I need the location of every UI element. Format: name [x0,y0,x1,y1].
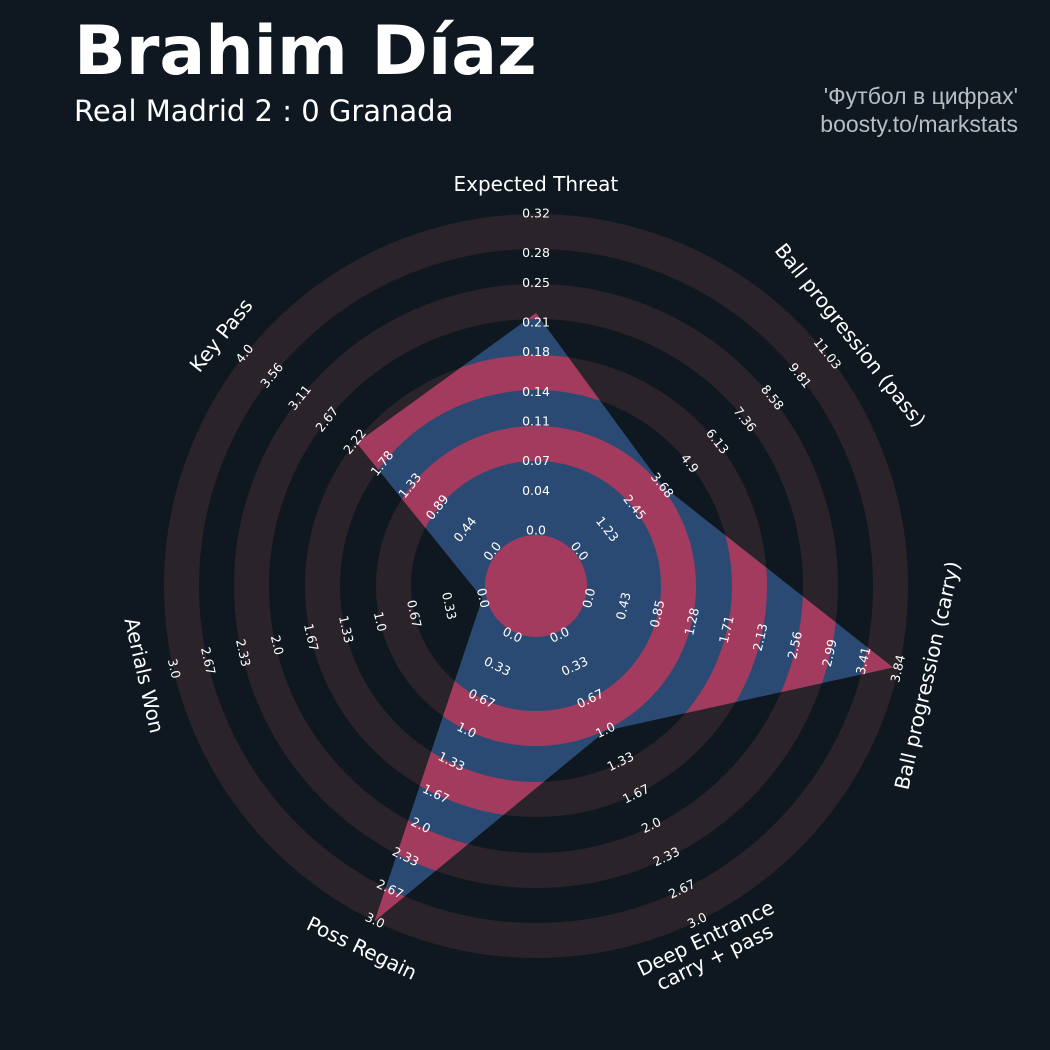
tick-label: 1.28 [681,606,702,637]
tick-label: 0.28 [522,245,550,260]
tick-label: 2.0 [268,634,287,657]
ring [164,214,908,958]
tick-label: 3.84 [887,653,908,684]
tick-label: 0.85 [647,598,668,628]
tick-label: 0.07 [522,453,550,468]
tick-label: 3.0 [165,657,184,680]
tick-label: 2.33 [233,638,254,668]
tick-label: 2.13 [750,622,771,652]
tick-label: 1.33 [336,614,357,644]
ring [234,284,838,888]
tick-label: 2.56 [784,630,805,661]
tick-label: 0.43 [613,591,634,621]
subtitle: Real Madrid 2 : 0 Granada [74,94,454,128]
tick-label: 0.0 [474,587,493,610]
center-disc [485,535,587,637]
tick-label: 2.67 [198,646,219,676]
tick-label: 2.99 [819,638,840,669]
tick-label: 0.33 [439,591,460,621]
tick-label: 1.71 [716,614,737,644]
tick-label: 0.11 [522,414,550,429]
tick-label: 1.0 [371,610,390,633]
credit: 'Футбол в цифрах' boosty.to/markstats [820,82,1018,138]
tick-label: 0.0 [579,587,598,610]
tick-label: 0.25 [522,275,550,290]
tick-label: 0.32 [522,206,550,221]
credit-line: boosty.to/markstats [820,111,1018,137]
title: Brahim Díaz [74,12,537,91]
param-label: Expected Threat [453,171,619,196]
tick-label: 0.04 [522,483,550,498]
tick-label: 3.41 [853,645,874,675]
tick-label: 0.14 [522,384,550,399]
tick-label: 0.21 [522,314,550,329]
tick-label: 0.0 [526,523,546,538]
tick-label: 1.67 [301,622,322,652]
tick-label: 0.67 [404,599,425,629]
credit-line: 'Футбол в цифрах' [823,83,1018,109]
tick-label: 0.18 [522,344,550,359]
